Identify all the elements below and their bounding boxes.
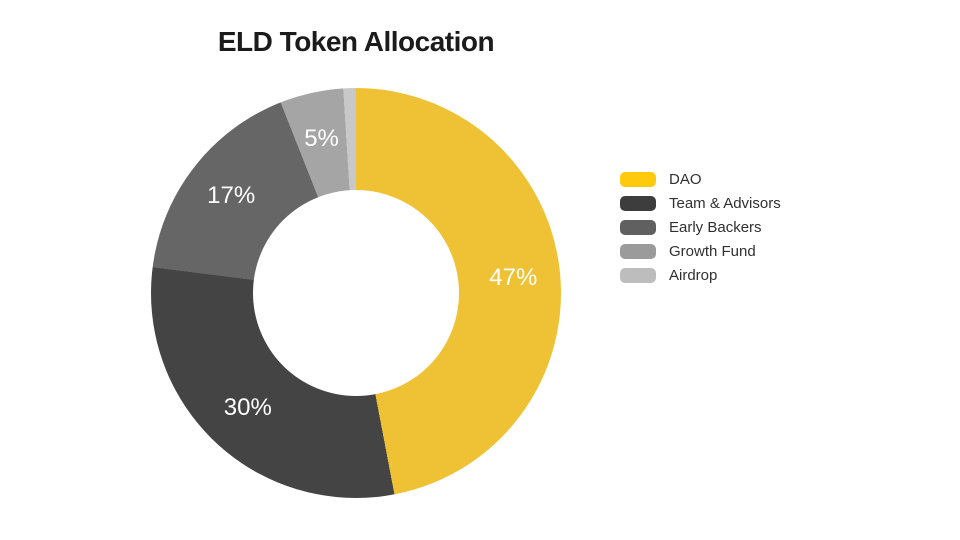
slice-label: 5% bbox=[304, 124, 339, 152]
donut-hole bbox=[253, 190, 459, 396]
legend-label: Airdrop bbox=[669, 267, 718, 284]
donut-chart: 47% 30% 17% 5% bbox=[151, 88, 561, 498]
slice-label: 17% bbox=[207, 182, 256, 210]
legend-item: Team & Advisors bbox=[620, 195, 781, 212]
legend-swatch bbox=[620, 172, 656, 187]
legend-swatch bbox=[620, 196, 656, 211]
slice-label: 47% bbox=[489, 264, 538, 292]
slice-label: 30% bbox=[223, 394, 272, 422]
slice-labels: 47% 30% 17% 5% bbox=[151, 88, 561, 498]
chart-title: ELD Token Allocation bbox=[217, 26, 495, 57]
legend-item: Growth Fund bbox=[620, 243, 781, 260]
legend-swatch bbox=[620, 220, 656, 235]
legend-label: Growth Fund bbox=[669, 243, 756, 260]
legend-item: Airdrop bbox=[620, 267, 781, 284]
legend-label: Team & Advisors bbox=[669, 195, 781, 212]
legend-label: Early Backers bbox=[669, 219, 762, 236]
legend-item: DAO bbox=[620, 171, 781, 188]
legend-label: DAO bbox=[669, 171, 702, 188]
legend-swatch bbox=[620, 268, 656, 283]
legend-swatch bbox=[620, 244, 656, 259]
legend: DAO Team & Advisors Early Backers Growth Fu… bbox=[620, 171, 781, 292]
legend-item: Early Backers bbox=[620, 219, 781, 236]
